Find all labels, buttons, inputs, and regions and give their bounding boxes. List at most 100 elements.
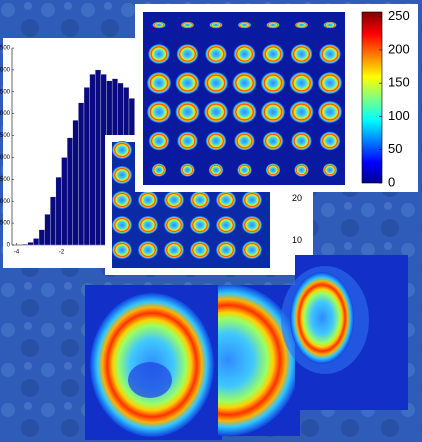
thumb <box>177 44 199 64</box>
y-tick-label: 4500 <box>0 46 11 52</box>
colorbar-tick-label: 0 <box>388 174 395 189</box>
montage <box>143 12 345 185</box>
thumb <box>205 44 227 64</box>
thumb <box>323 163 337 176</box>
colorbar-gradient <box>362 12 382 183</box>
thumb <box>204 72 228 94</box>
thumb <box>291 44 313 64</box>
bar <box>84 87 90 245</box>
thumb <box>238 22 251 29</box>
thumb <box>242 241 262 259</box>
bar <box>62 157 68 245</box>
thumb <box>318 72 342 94</box>
brain-slice <box>290 272 354 364</box>
thumb <box>112 241 132 259</box>
thumb <box>242 216 262 234</box>
thumb <box>164 191 184 209</box>
bar <box>78 103 84 245</box>
thumb <box>216 241 236 259</box>
thumb <box>294 163 308 176</box>
y-tick-label: 2500 <box>0 133 11 139</box>
thumb <box>164 216 184 234</box>
bar <box>73 120 79 245</box>
bar <box>95 70 101 245</box>
thumb <box>177 132 197 151</box>
thumb <box>318 101 342 123</box>
x-tick-label: -2 <box>59 250 65 256</box>
thumb <box>112 191 132 209</box>
bar <box>67 138 73 245</box>
thumb <box>152 22 165 29</box>
thumb <box>190 216 210 234</box>
thumb <box>176 101 200 123</box>
thumb <box>138 241 158 259</box>
thumb <box>148 44 170 64</box>
thumb <box>112 141 132 159</box>
thumb <box>295 22 308 29</box>
y-tick-label: 3500 <box>0 89 11 95</box>
bar <box>56 177 62 245</box>
colorbar-tick-label: 50 <box>388 141 402 156</box>
thumb <box>262 44 284 64</box>
bar <box>39 230 45 245</box>
thumb <box>164 241 184 259</box>
colorbar-tick-label: 250 <box>388 8 410 23</box>
thumb <box>234 44 256 64</box>
thumb <box>237 163 251 176</box>
bar <box>33 238 39 245</box>
colorbar-tick-label: 100 <box>388 108 410 123</box>
thumb <box>263 132 283 151</box>
thumb <box>204 101 228 123</box>
thumb <box>319 44 341 64</box>
thumb <box>181 22 194 29</box>
thumb <box>138 191 158 209</box>
thumb <box>216 191 236 209</box>
bar <box>45 214 51 245</box>
thumb <box>234 132 254 151</box>
y-tick-label: 500 <box>0 221 11 227</box>
bar <box>50 197 56 245</box>
thumb <box>206 132 226 151</box>
ventricle <box>128 362 172 398</box>
x-tick-label: -4 <box>14 250 20 256</box>
y-tick-label: 1500 <box>0 177 11 183</box>
thumb <box>149 132 169 151</box>
thumb <box>261 72 285 94</box>
thumb <box>176 72 200 94</box>
thumb <box>138 216 158 234</box>
screen: 0 500 1000 1500 2000 2500 3000 3500 4000 4500 -4 -2… <box>0 0 422 442</box>
y-tick-label: 3000 <box>0 111 11 117</box>
thumb <box>266 163 280 176</box>
colorbar-tick-label: 10 <box>292 235 302 245</box>
thumb <box>112 166 132 184</box>
thumb <box>190 241 210 259</box>
colorbar-tick-label: 200 <box>388 41 410 56</box>
colorbar-tick-label: 20 <box>292 193 302 203</box>
thumb <box>190 191 210 209</box>
thumb <box>290 101 314 123</box>
thumb <box>291 132 311 151</box>
thumb <box>112 216 132 234</box>
thumb <box>266 22 279 29</box>
thumb <box>320 132 340 151</box>
y-tick-label: 2000 <box>0 155 11 161</box>
y-tick-label: 4000 <box>0 67 11 73</box>
thumb <box>233 72 257 94</box>
thumb <box>209 22 222 29</box>
thumb <box>147 72 171 94</box>
thumb <box>242 191 262 209</box>
bar <box>90 74 96 245</box>
thumb <box>261 101 285 123</box>
thumb <box>233 101 257 123</box>
thumb <box>323 22 336 29</box>
y-tick-label: 1000 <box>0 199 11 205</box>
thumb <box>290 72 314 94</box>
colorbar-tick-label: 150 <box>388 75 410 90</box>
thumb <box>152 163 166 176</box>
thumb <box>216 216 236 234</box>
thumb <box>147 101 171 123</box>
thumb <box>209 163 223 176</box>
bar <box>28 242 34 245</box>
thumb <box>180 163 194 176</box>
bar <box>22 244 28 245</box>
